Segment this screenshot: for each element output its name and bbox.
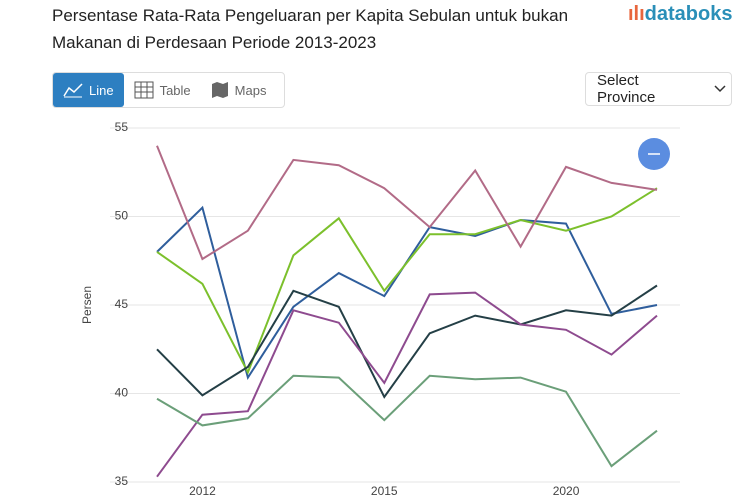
tab-maps[interactable]: Maps	[201, 73, 277, 107]
chart-title: Persentase Rata-Rata Pengeluaran per Kap…	[52, 6, 569, 52]
province-select[interactable]: Select Province	[585, 72, 732, 106]
y-tick-label: 50	[115, 209, 129, 223]
tab-line[interactable]: Line	[53, 73, 124, 107]
tab-label: Maps	[234, 82, 267, 98]
y-tick-label: 55	[115, 120, 129, 134]
icon	[63, 83, 83, 98]
logo-text: databoks	[644, 3, 733, 25]
icon	[211, 82, 228, 98]
y-tick-label: 35	[115, 474, 129, 488]
x-tick-label: 2012	[189, 484, 216, 498]
tab-table[interactable]: Table	[124, 73, 201, 107]
chevron	[714, 85, 726, 93]
select-label: Select Province	[597, 72, 656, 106]
tab-label: Line	[89, 82, 114, 98]
series-line	[156, 291, 658, 478]
zoom-button[interactable]	[637, 137, 671, 171]
y-tick-label: 45	[115, 297, 129, 311]
series-line	[156, 284, 658, 399]
y-tick-label: 40	[115, 386, 129, 400]
series-line	[156, 145, 658, 261]
icon	[134, 81, 154, 99]
logo: ılıdataboks	[628, 3, 733, 25]
view-tabs: Line Table Maps	[52, 72, 285, 108]
y-axis-label: Persen	[80, 286, 94, 324]
x-tick-label: 2020	[553, 484, 580, 498]
x-tick-label: 2015	[371, 484, 398, 498]
series-line	[156, 187, 658, 375]
series-line	[156, 374, 658, 468]
tab-label: Table	[159, 82, 191, 98]
series-line	[156, 205, 658, 381]
